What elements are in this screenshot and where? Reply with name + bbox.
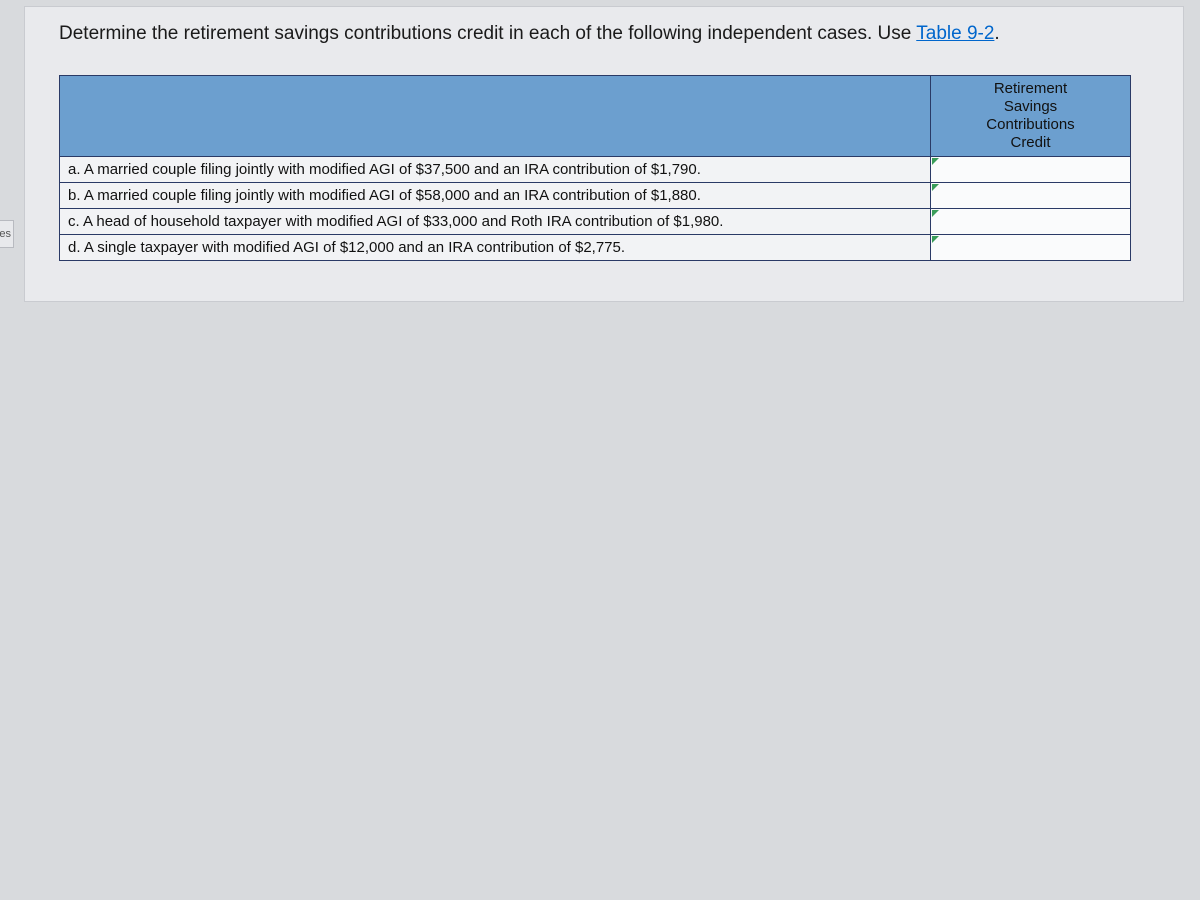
table-9-2-link[interactable]: Table 9-2 [916, 23, 994, 44]
row-input-d[interactable] [931, 234, 1131, 260]
sidebar-fragment: es [0, 220, 14, 248]
row-input-a[interactable] [931, 156, 1131, 182]
prompt-text-after: . [994, 23, 999, 44]
table-row: a. A married couple filing jointly with … [60, 156, 1131, 182]
prompt-text-before: Determine the retirement savings contrib… [59, 23, 916, 44]
row-desc-a: a. A married couple filing jointly with … [60, 156, 931, 182]
row-input-c[interactable] [931, 208, 1131, 234]
table-header-row: RetirementSavingsContributionsCredit [60, 75, 1131, 156]
row-desc-d: d. A single taxpayer with modified AGI o… [60, 234, 931, 260]
question-prompt: Determine the retirement savings contrib… [59, 21, 1165, 47]
header-credit: RetirementSavingsContributionsCredit [931, 75, 1131, 156]
header-blank [60, 75, 931, 156]
table-row: c. A head of household taxpayer with mod… [60, 208, 1131, 234]
credit-table: RetirementSavingsContributionsCredit a. … [59, 75, 1131, 261]
question-panel: Determine the retirement savings contrib… [24, 6, 1184, 302]
table-row: b. A married couple filing jointly with … [60, 182, 1131, 208]
row-desc-b: b. A married couple filing jointly with … [60, 182, 931, 208]
row-input-b[interactable] [931, 182, 1131, 208]
table-row: d. A single taxpayer with modified AGI o… [60, 234, 1131, 260]
row-desc-c: c. A head of household taxpayer with mod… [60, 208, 931, 234]
